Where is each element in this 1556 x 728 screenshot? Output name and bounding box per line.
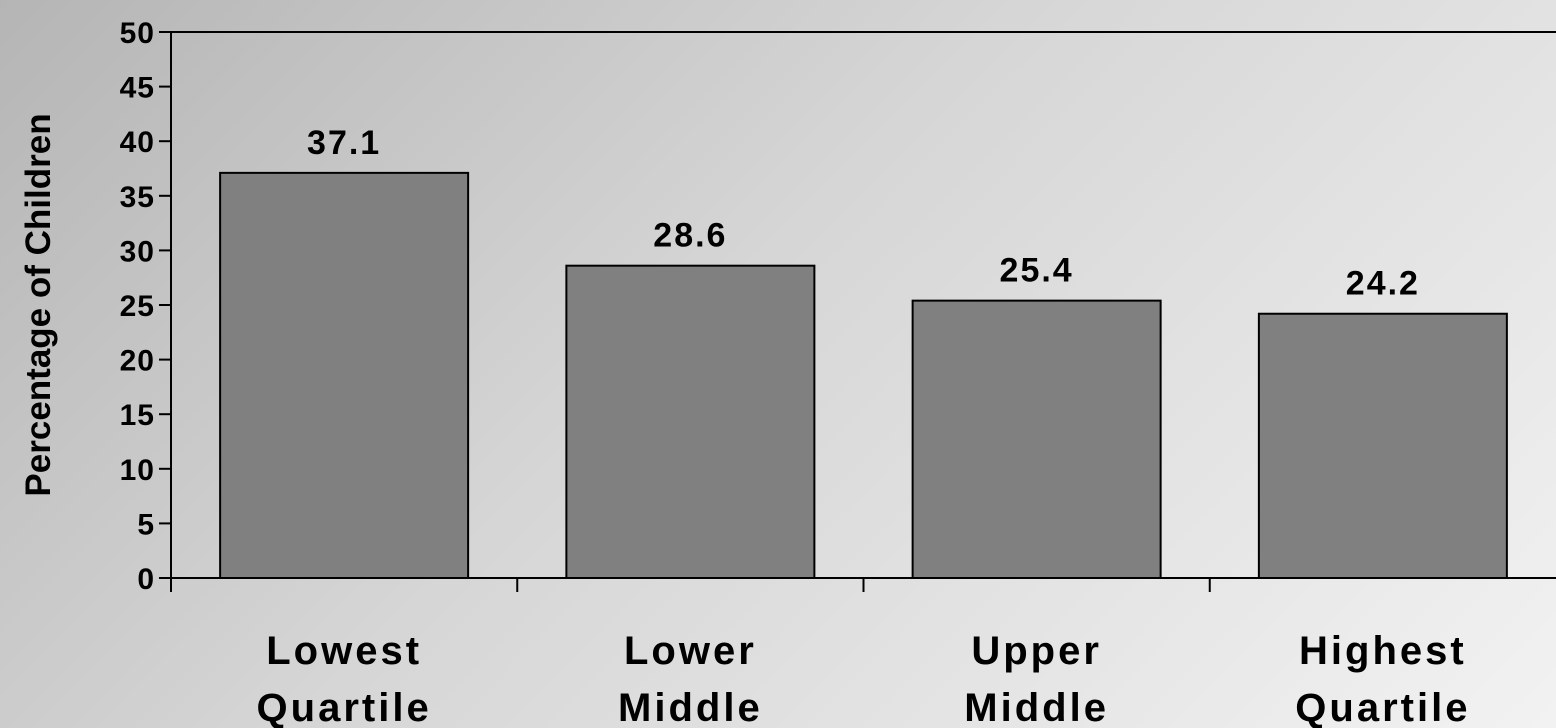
y-tick-label: 0 xyxy=(137,563,155,596)
bar-0 xyxy=(219,171,470,579)
x-category-label: Highest xyxy=(1299,629,1467,673)
bar-value-label: 24.2 xyxy=(1346,265,1420,303)
x-category-label: Middle xyxy=(964,686,1109,728)
bar-value-label: 25.4 xyxy=(1000,252,1074,290)
y-tick-label: 45 xyxy=(120,72,155,105)
x-category-label: Quartile xyxy=(1295,686,1470,728)
x-category-label: Middle xyxy=(618,686,763,728)
y-tick-label: 40 xyxy=(120,126,155,159)
y-tick-label: 25 xyxy=(120,290,155,323)
x-category-label: Lowest xyxy=(266,629,422,673)
x-axis-labels: Lowest Quartile Lower Middle Upper Middle High… xyxy=(257,629,1470,728)
value-labels: 37.1 28.6 25.4 24.2 xyxy=(307,124,1420,303)
x-category-label: Quartile xyxy=(257,686,432,728)
axes xyxy=(159,31,1556,592)
bar-value-label: 28.6 xyxy=(653,217,727,255)
y-tick-label: 50 xyxy=(120,17,155,50)
y-tick-label: 15 xyxy=(120,399,155,432)
bars xyxy=(219,171,1508,579)
bar-2 xyxy=(911,299,1162,579)
bar-3 xyxy=(1257,312,1508,579)
y-tick-label: 30 xyxy=(120,235,155,268)
x-category-label: Lower xyxy=(624,629,757,673)
bar-1 xyxy=(565,264,816,579)
bar-value-label: 37.1 xyxy=(307,124,381,162)
y-axis-ticks: 0 5 10 15 20 25 30 35 40 45 50 xyxy=(120,17,171,596)
y-tick-label: 20 xyxy=(120,345,155,378)
y-tick-label: 35 xyxy=(120,181,155,214)
x-category-label: Upper xyxy=(971,629,1102,673)
y-axis-title: Percentage of Children xyxy=(19,113,58,496)
y-tick-label: 10 xyxy=(120,454,155,487)
y-tick-label: 5 xyxy=(137,508,155,541)
y-axis-label-group: Percentage of Children xyxy=(19,113,58,496)
